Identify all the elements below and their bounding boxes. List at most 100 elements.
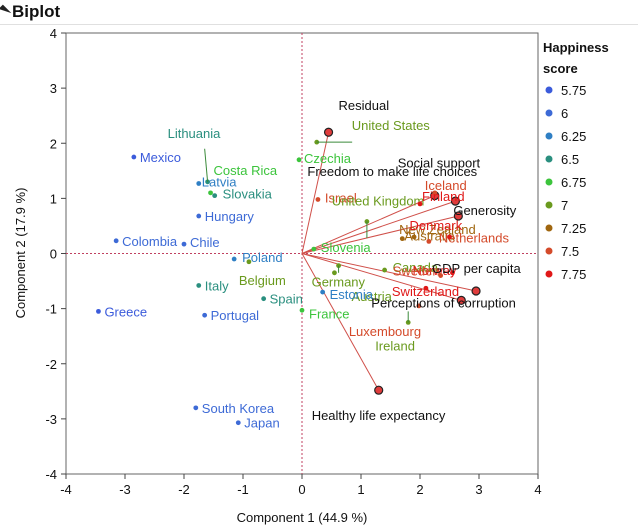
data-point[interactable]: [438, 273, 444, 278]
point-label: Iceland: [425, 178, 467, 193]
x-tick-label: 0: [298, 482, 305, 497]
loading-label: Residual: [339, 98, 390, 113]
data-point[interactable]: [131, 154, 137, 160]
point-label: Chile: [190, 235, 220, 250]
x-tick-label: -2: [178, 482, 190, 497]
loading-endpoint: [456, 295, 466, 305]
point-label: United States: [352, 118, 431, 133]
point-label: Estonia: [330, 287, 374, 302]
data-point[interactable]: [196, 283, 202, 288]
data-point[interactable]: [311, 246, 317, 252]
point-label: Luxembourg: [349, 324, 421, 339]
data-point[interactable]: [382, 267, 387, 273]
x-axis-title: Component 1 (44.9 %): [237, 510, 368, 525]
point-label: Mexico: [140, 150, 181, 165]
data-point[interactable]: [426, 238, 432, 244]
legend-marker: [545, 270, 553, 278]
data-point[interactable]: [246, 259, 252, 265]
point-label: Ireland: [375, 338, 415, 353]
loading-vector: [301, 200, 456, 254]
data-point[interactable]: [181, 241, 187, 247]
data-point[interactable]: [208, 190, 213, 196]
loading-vector: [301, 253, 477, 292]
point-label: Costa Rica: [214, 163, 278, 178]
point-label: Poland: [242, 250, 282, 265]
loading-vector: [301, 253, 380, 391]
data-point[interactable]: [432, 190, 438, 196]
legend-item-label: 7.75: [561, 267, 586, 282]
point-label: Switzerland: [392, 284, 459, 299]
loading-label: Healthy life expectancy: [312, 408, 446, 423]
loading-vector: [301, 132, 330, 254]
legend-item-label: 7.25: [561, 221, 586, 236]
data-point[interactable]: [235, 420, 241, 426]
x-tick-label: 4: [534, 482, 541, 497]
data-point[interactable]: [193, 405, 199, 411]
legend-marker: [545, 109, 553, 117]
loading-endpoint: [471, 286, 481, 296]
point-label: Germany: [312, 275, 366, 290]
data-point[interactable]: [261, 296, 267, 302]
legend-marker: [545, 178, 553, 186]
y-tick-label: -3: [45, 412, 57, 427]
data-point[interactable]: [423, 285, 429, 291]
point-label: South Korea: [202, 401, 275, 416]
point-label: Australia: [404, 229, 455, 244]
data-point[interactable]: [332, 270, 337, 276]
data-point[interactable]: [296, 157, 302, 163]
data-point[interactable]: [202, 312, 208, 318]
x-tick-label: 2: [416, 482, 423, 497]
loading-label: GDP per capita: [432, 261, 521, 276]
legend-marker: [545, 86, 553, 94]
point-label: Canada: [393, 260, 439, 275]
point-label: Sweden: [393, 264, 440, 279]
x-tick-label: -4: [60, 482, 72, 497]
y-tick-label: -2: [45, 357, 57, 372]
data-point[interactable]: [315, 197, 321, 202]
y-tick-label: 0: [50, 247, 57, 262]
data-point[interactable]: [299, 307, 305, 313]
loading-vector: [301, 195, 435, 254]
point-label: Hungary: [205, 209, 255, 224]
legend-item-label: 7.5: [561, 244, 579, 259]
data-point[interactable]: [320, 289, 326, 295]
data-point[interactable]: [231, 256, 237, 262]
point-label: Israel: [325, 190, 357, 205]
data-point[interactable]: [196, 213, 202, 219]
loading-label: Social support: [398, 156, 481, 171]
data-point[interactable]: [212, 193, 218, 199]
loading-endpoint: [453, 211, 463, 221]
point-label: Belgium: [239, 273, 286, 288]
legend-item-label: 6: [561, 106, 568, 121]
point-label: Austria: [351, 289, 392, 304]
data-point[interactable]: [411, 234, 417, 240]
point-label: Denmark: [410, 218, 463, 233]
loading-endpoint: [323, 127, 334, 137]
point-label: Japan: [244, 416, 279, 431]
y-tick-label: 2: [50, 136, 57, 151]
point-label: New Zealand: [399, 222, 476, 237]
loading-endpoint: [450, 196, 460, 206]
point-label: Latvia: [202, 174, 237, 189]
data-point[interactable]: [113, 238, 119, 244]
data-point[interactable]: [416, 303, 422, 309]
loading-endpoint: [374, 385, 384, 395]
y-tick-label: 3: [50, 81, 57, 96]
data-point[interactable]: [399, 236, 405, 242]
legend-item-label: 7: [561, 198, 568, 213]
y-tick-label: 4: [50, 26, 57, 41]
legend-item-label: 5.75: [561, 83, 586, 98]
y-tick-label: 1: [50, 191, 57, 206]
loading-vector: [301, 253, 462, 301]
loading-label: Generosity: [453, 203, 516, 218]
data-point[interactable]: [450, 270, 455, 276]
data-point[interactable]: [447, 234, 452, 240]
data-point[interactable]: [417, 201, 423, 207]
loading-label: Perceptions of corruption: [371, 295, 516, 310]
data-point[interactable]: [196, 181, 202, 186]
legend-marker: [545, 201, 553, 209]
point-label: United Kingdom: [332, 194, 425, 209]
data-point[interactable]: [96, 308, 101, 314]
point-label: Norway: [412, 263, 457, 278]
legend-marker: [545, 247, 553, 255]
